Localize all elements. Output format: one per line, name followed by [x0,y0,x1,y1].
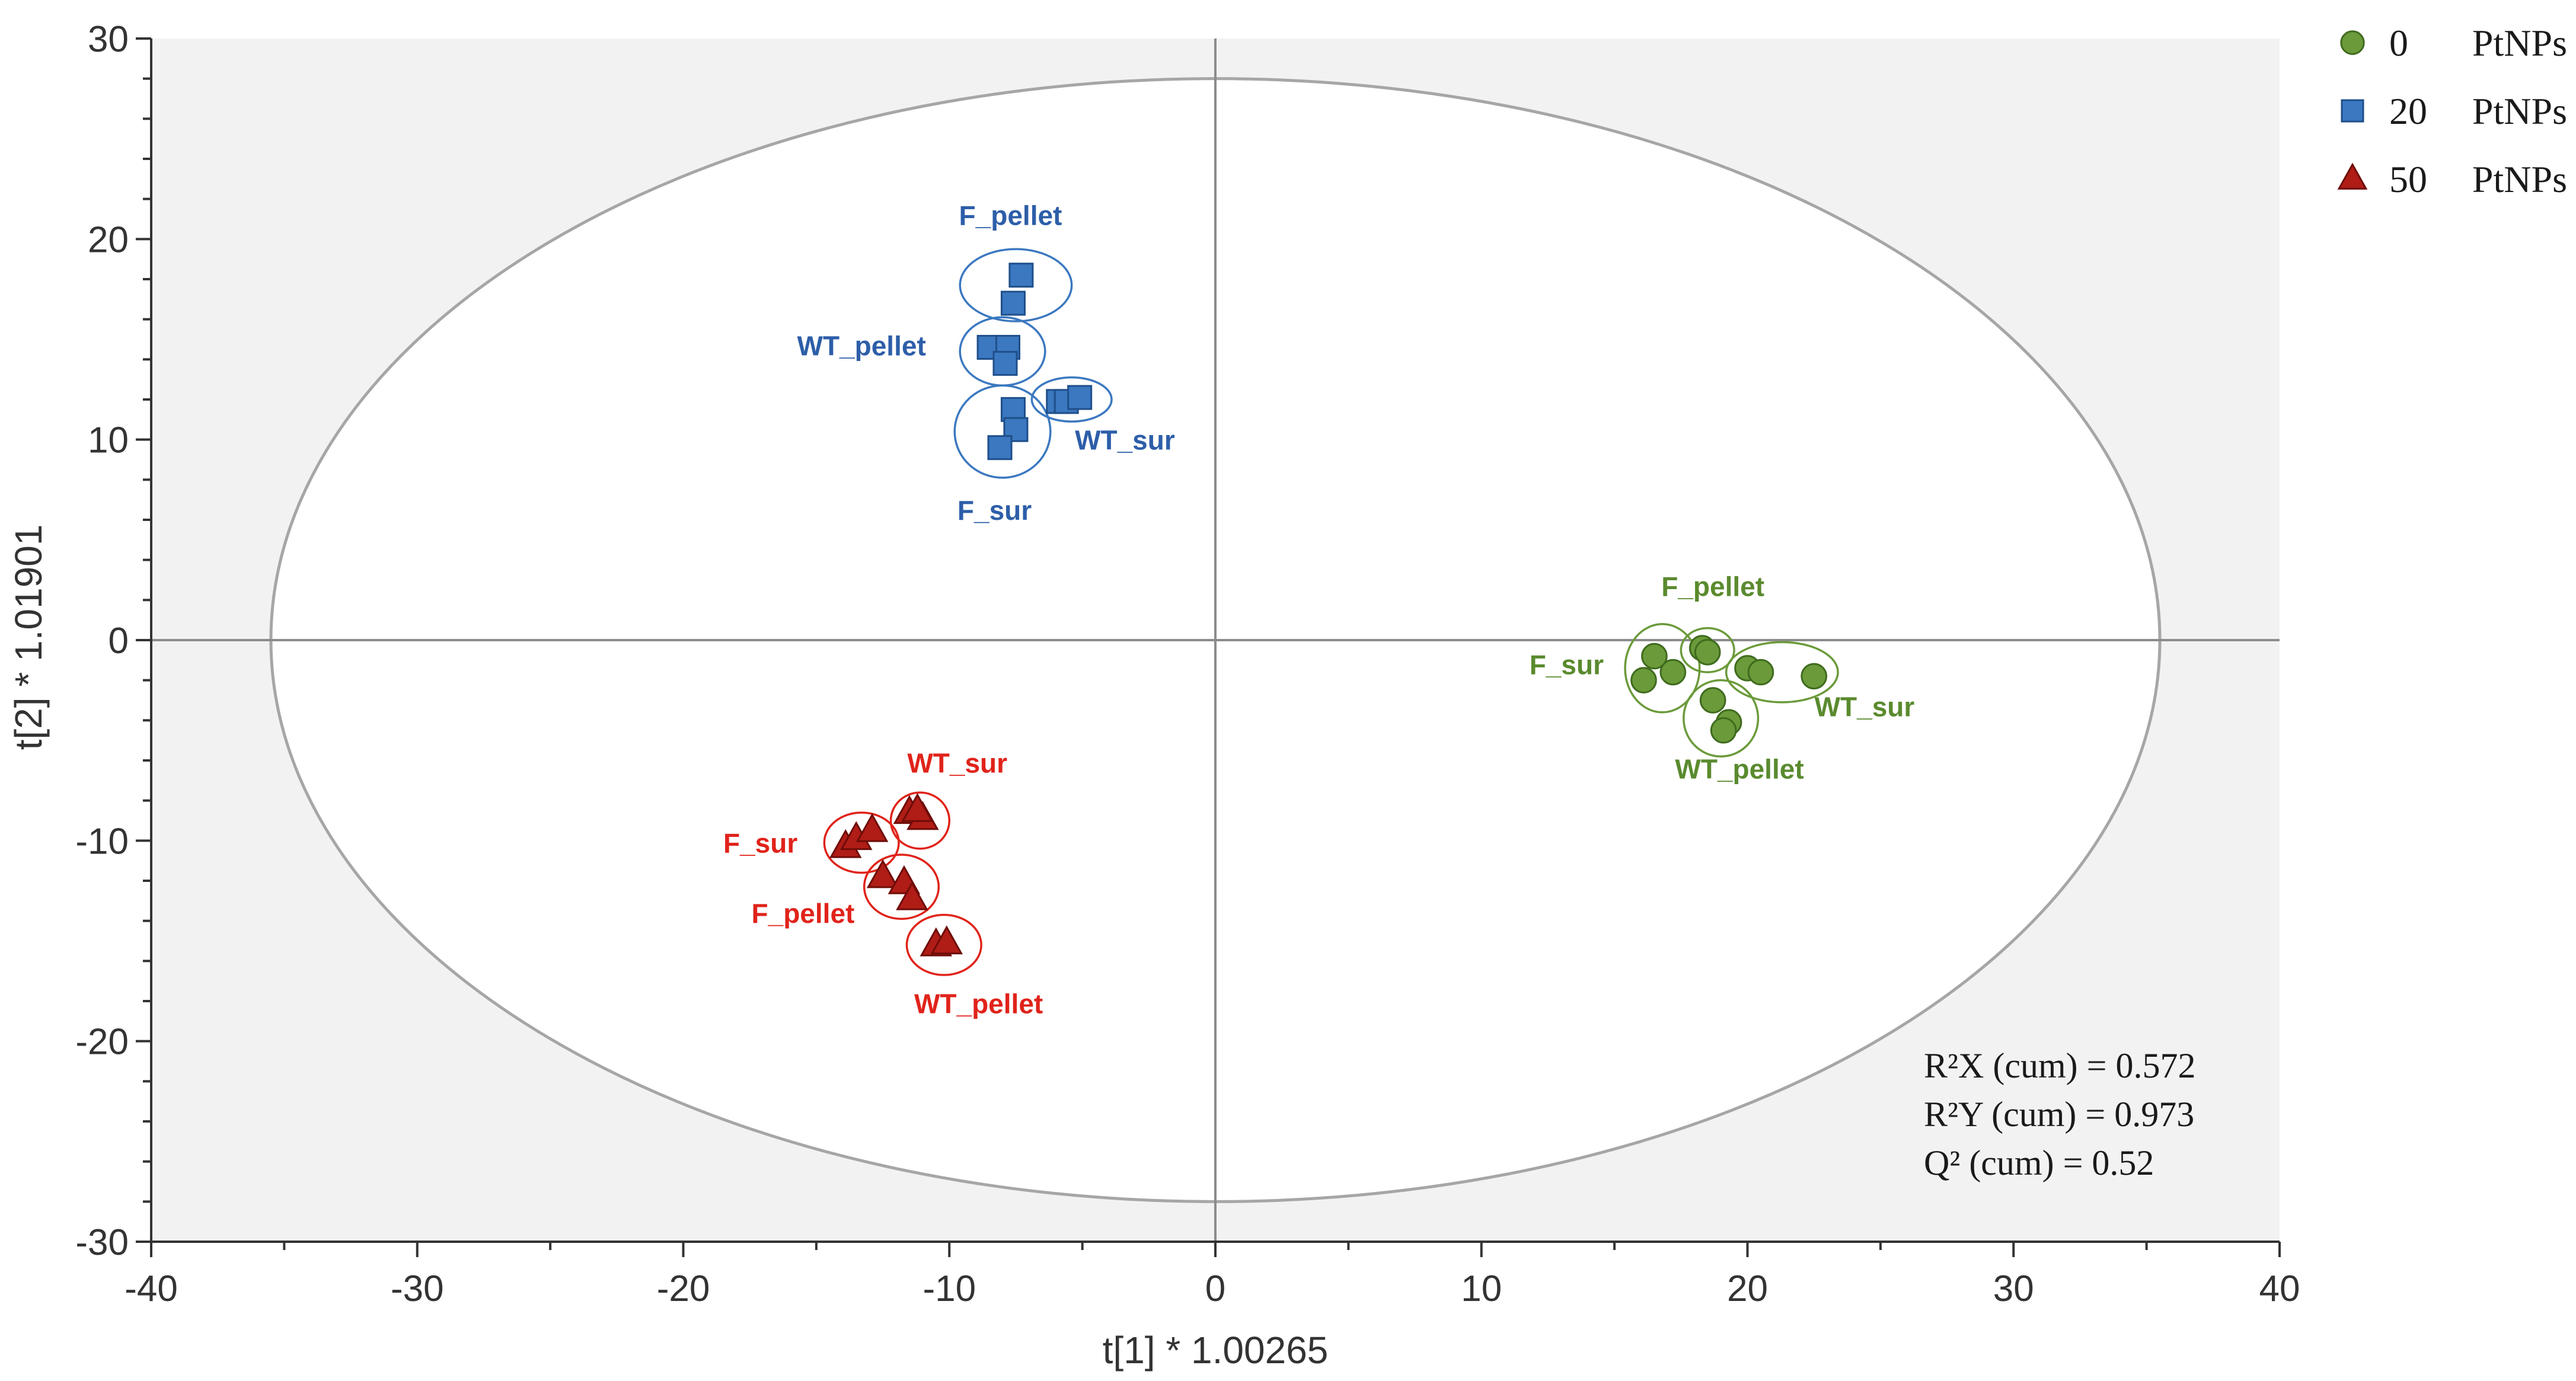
point-50-ptnps [901,792,934,822]
x-tick-label: -40 [125,1268,178,1309]
y-tick-label: 30 [88,19,129,60]
y-tick-label: -20 [75,1022,129,1063]
group-ellipse-50-ptnps [823,811,900,874]
legend-unit-20-ptnps: PtNPs [2472,90,2567,132]
point-50-ptnps [866,859,899,888]
point-0-ptnps [1630,667,1657,693]
x-tick-label: -20 [657,1268,710,1309]
group-label-20-ptnps: F_sur [957,495,1032,526]
legend-label-50-ptnps: 50 [2389,158,2427,200]
point-0-ptnps [1641,642,1668,670]
model-stat-3: Q² (cum) = 0.52 [1924,1143,2154,1182]
group-ellipse-0-ptnps [1680,626,1735,673]
y-tick-label: -30 [75,1222,129,1263]
legend-marker-50-ptnps [2337,162,2368,190]
y-tick-label: -10 [75,821,129,862]
point-20-ptnps [987,435,1013,461]
point-20-ptnps [1067,385,1093,410]
group-label-50-ptnps: WT_pellet [914,988,1043,1019]
model-statistics: R²X (cum) = 0.572 R²Y (cum) = 0.973 Q² (cu… [1924,1046,2195,1182]
group-ellipse-0-ptnps [1683,679,1760,757]
model-stat-2: R²Y (cum) = 0.973 [1924,1095,2194,1134]
point-20-ptnps [992,351,1018,376]
point-0-ptnps [1699,687,1726,714]
legend-marker-0-ptnps [2340,30,2365,55]
model-stat-1: R²X (cum) = 0.572 [1924,1046,2195,1085]
x-axis-label: t[1] * 1.00265 [1103,1329,1329,1372]
point-0-ptnps [1710,717,1737,744]
legend-marker-20-ptnps [2341,99,2364,123]
group-ellipse-20-ptnps [1030,376,1113,423]
point-50-ptnps [856,813,889,842]
point-20-ptnps [1000,290,1026,316]
group-ellipse-50-ptnps [863,853,940,920]
x-tick-label: 30 [1993,1268,2034,1309]
point-0-ptnps [1694,639,1721,666]
legend: 0 PtNPs 20 PtNPs 50 PtNPs [2337,22,2567,200]
group-label-0-ptnps: WT_sur [1815,692,1915,723]
group-label-50-ptnps: WT_sur [907,747,1007,778]
group-ellipse-50-ptnps [905,913,982,976]
group-label-20-ptnps: WT_pellet [797,331,926,362]
x-tick-label: 0 [1205,1268,1225,1309]
group-label-50-ptnps: F_pellet [752,898,855,929]
group-ellipse-50-ptnps [889,791,950,850]
group-ellipse-0-ptnps [1624,623,1701,714]
group-label-20-ptnps: F_pellet [959,200,1062,231]
group-ellipses [823,248,1839,976]
axes: -30 -20 -10 0 10 20 30 -40 -30 -20 -10 0 10 20 30 40 [75,19,2300,1309]
group-label-0-ptnps: F_pellet [1661,571,1764,602]
point-50-ptnps [930,925,963,955]
y-tick-label: 0 [108,621,129,661]
group-label-50-ptnps: F_sur [723,828,797,859]
x-tick-label: -10 [922,1268,976,1309]
point-0-ptnps [1747,658,1774,686]
group-label-0-ptnps: WT_pellet [1675,753,1803,784]
legend-label-0-ptnps: 0 [2389,22,2408,64]
legend-label-20-ptnps: 20 [2389,90,2427,132]
y-tick-label: 20 [88,219,129,260]
point-0-ptnps [1801,663,1827,690]
x-tick-label: 40 [2259,1268,2300,1309]
group-ellipse-0-ptnps [1725,641,1839,704]
point-20-ptnps [1008,263,1034,288]
group-ellipse-20-ptnps [959,248,1073,322]
group-ellipse-20-ptnps [953,384,1052,479]
legend-unit-50-ptnps: PtNPs [2472,158,2567,200]
group-label-0-ptnps: F_sur [1530,650,1604,680]
y-axis-label: t[2] * 1.01901 [7,525,50,750]
legend-unit-0-ptnps: PtNPs [2472,22,2567,64]
data-points [829,263,1827,957]
point-0-ptnps [1659,658,1687,686]
x-tick-label: 20 [1727,1268,1768,1309]
point-50-ptnps [896,881,928,910]
group-label-20-ptnps: WT_sur [1075,425,1175,456]
x-tick-label: 10 [1461,1268,1502,1309]
y-tick-label: 10 [88,420,129,461]
group-labels: F_pellet F_sur WT_sur WT_pellet F_pellet WT_p… [723,200,1914,1019]
x-tick-label: -30 [391,1268,444,1309]
